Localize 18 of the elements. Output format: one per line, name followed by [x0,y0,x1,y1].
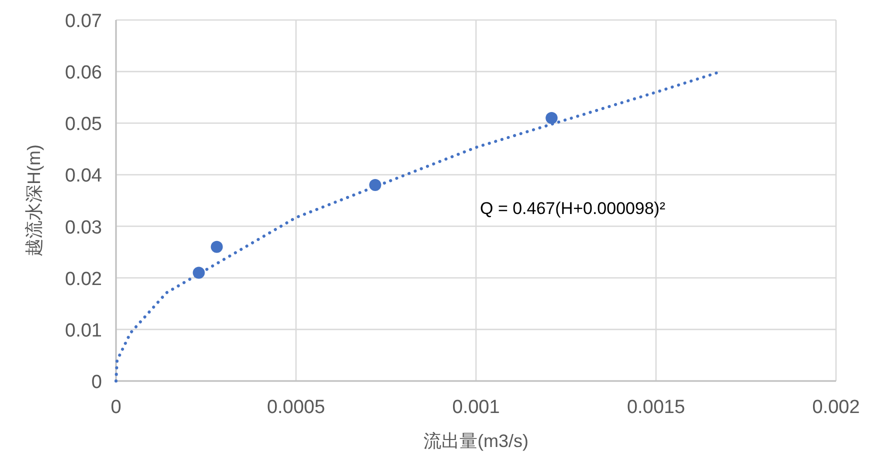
y-axis-title: 越流水深H(m) [24,144,44,256]
x-tick-label: 0.001 [452,397,500,418]
x-tick-label: 0 [110,397,122,418]
y-tick-label: 0.03 [65,217,102,238]
point [546,112,558,124]
x-tick-label: 0.0015 [626,397,686,418]
y-tick-label: 0.02 [65,268,102,290]
y-tick-label: 0.06 [65,62,102,84]
x-tick-label: 0.002 [812,397,860,418]
y-tick-label: 0 [91,372,102,393]
annotation: Q = 0.467(H+0.000098)² [480,199,666,218]
y-tick-label: 0.07 [65,11,102,32]
point [210,240,223,253]
x-tick-label: 0.0005 [266,397,326,418]
x-axis-title: 流出量(m3/s) [424,431,528,451]
y-tick-label: 0.01 [65,320,102,342]
y-tick-label: 0.04 [65,166,102,187]
y-tick-label: 0.05 [65,114,102,136]
